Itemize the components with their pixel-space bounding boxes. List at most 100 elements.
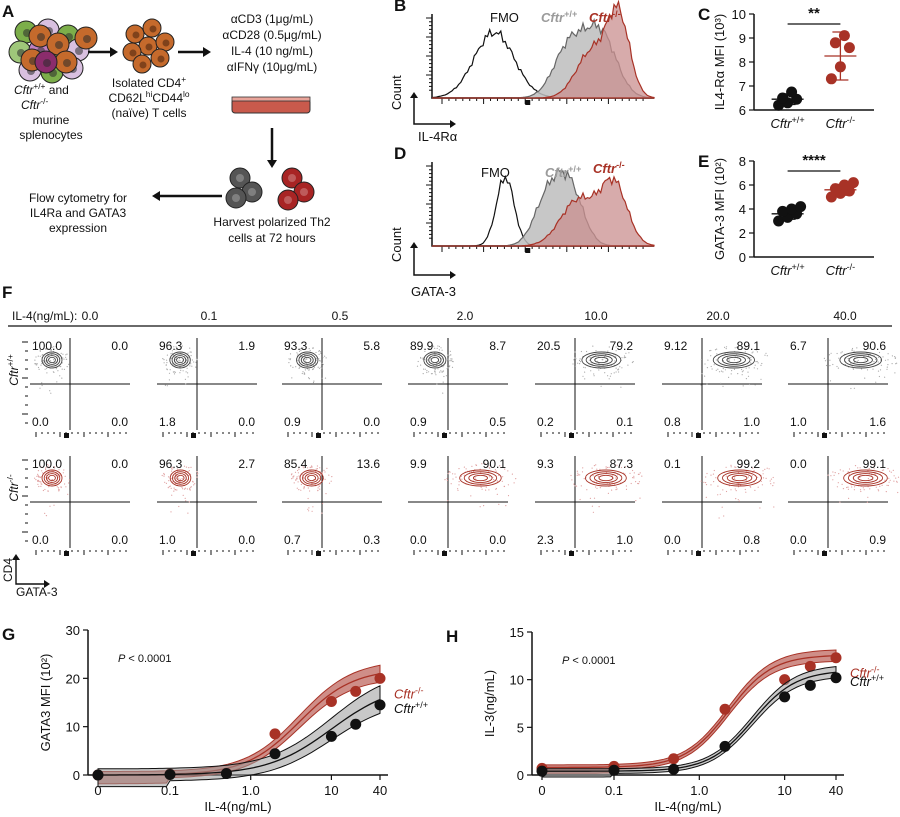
contour-line	[171, 353, 189, 367]
event-dot	[889, 470, 891, 472]
event-dot	[609, 375, 612, 377]
flow-plot: 6.7 90.6 1.0 1.6	[788, 338, 898, 438]
cell-nucleus	[139, 61, 147, 69]
event-dot	[730, 464, 732, 466]
event-dot	[864, 359, 866, 361]
superscript: -/-	[847, 262, 856, 272]
event-dot	[189, 487, 191, 490]
event-dot	[449, 350, 451, 352]
quadrant-top-right: 90.6	[863, 339, 887, 353]
data-point	[269, 728, 281, 740]
event-dot	[730, 489, 732, 491]
event-dot	[484, 463, 487, 465]
flow-zero-marker	[442, 551, 447, 556]
event-dot	[737, 499, 739, 501]
event-dot	[321, 512, 323, 514]
event-dot	[762, 470, 764, 472]
event-dot	[41, 470, 43, 472]
event-dot	[725, 475, 727, 477]
quadrant-bottom-left: 2.3	[537, 533, 554, 547]
event-dot	[515, 478, 517, 480]
event-dot	[893, 475, 895, 477]
cell-nucleus	[288, 174, 296, 182]
event-dot	[167, 487, 169, 489]
event-dot	[725, 346, 728, 348]
event-dot	[572, 363, 574, 365]
arrow-2-head	[203, 47, 211, 57]
event-dot	[295, 366, 297, 368]
event-dot	[46, 359, 49, 361]
quadrant-top-left: 100.0	[32, 457, 62, 471]
event-dot	[450, 358, 452, 360]
event-dot	[53, 346, 55, 348]
event-dot	[577, 472, 579, 474]
event-dot	[857, 359, 859, 361]
b-arrowhead-y	[410, 92, 418, 98]
event-dot	[47, 490, 49, 492]
event-dot	[308, 348, 310, 350]
event-dot	[170, 358, 172, 360]
event-dot	[304, 359, 306, 361]
event-dot	[710, 365, 712, 368]
event-dot	[447, 354, 449, 356]
b-arrowhead-x	[450, 120, 456, 128]
flow-zero-marker	[696, 551, 701, 556]
event-dot	[772, 485, 774, 487]
ko-histogram	[432, 0, 655, 99]
data-point	[786, 203, 798, 215]
event-dot	[607, 492, 610, 494]
event-dot	[616, 488, 618, 490]
event-dot	[720, 382, 722, 384]
event-dot	[465, 468, 467, 470]
y-tick-label: 20	[66, 671, 80, 686]
event-dot	[725, 466, 727, 468]
event-dot	[184, 471, 186, 473]
event-dot	[848, 497, 850, 499]
event-dot	[580, 350, 583, 353]
event-dot	[762, 477, 765, 479]
b-ylabel: Count	[389, 75, 404, 110]
event-dot	[168, 480, 170, 482]
event-dot	[40, 466, 42, 468]
event-dot	[302, 466, 304, 468]
event-dot	[68, 479, 70, 481]
event-dot	[290, 474, 293, 476]
event-dot	[893, 480, 895, 482]
panel-letter-A: A	[2, 2, 14, 21]
contour-line	[169, 469, 192, 487]
superscript: -/-	[871, 665, 880, 675]
event-dot	[479, 506, 481, 508]
panel-letter-F: F	[2, 283, 12, 302]
b-xlabel: IL-4Rα	[418, 129, 458, 144]
harvest-line-1: Harvest polarized Th2	[213, 215, 330, 229]
event-dot	[867, 478, 870, 480]
event-dot	[752, 467, 754, 469]
event-dot	[452, 473, 454, 475]
event-dot	[470, 495, 472, 497]
event-dot	[186, 488, 188, 490]
event-dot	[715, 369, 717, 371]
event-dot	[321, 377, 323, 379]
b-fmo-label: FMO	[490, 10, 519, 25]
event-dot	[308, 369, 310, 371]
contour-line	[712, 351, 756, 369]
event-dot	[46, 372, 48, 374]
event-dot	[41, 384, 43, 387]
contour-line	[468, 473, 493, 483]
event-dot	[162, 358, 164, 360]
event-dot	[591, 467, 593, 469]
event-dot	[604, 372, 606, 374]
contour-line	[598, 474, 614, 482]
event-dot	[37, 483, 39, 485]
event-dot	[863, 489, 865, 491]
event-dot	[712, 473, 715, 475]
event-dot	[880, 364, 883, 366]
event-dot	[748, 367, 750, 369]
event-dot	[615, 350, 617, 352]
event-dot	[181, 477, 183, 480]
event-dot	[308, 378, 310, 380]
event-dot	[714, 349, 717, 351]
event-dot	[881, 469, 884, 471]
event-dot	[730, 466, 732, 468]
quadrant-top-left: 96.3	[159, 457, 183, 471]
